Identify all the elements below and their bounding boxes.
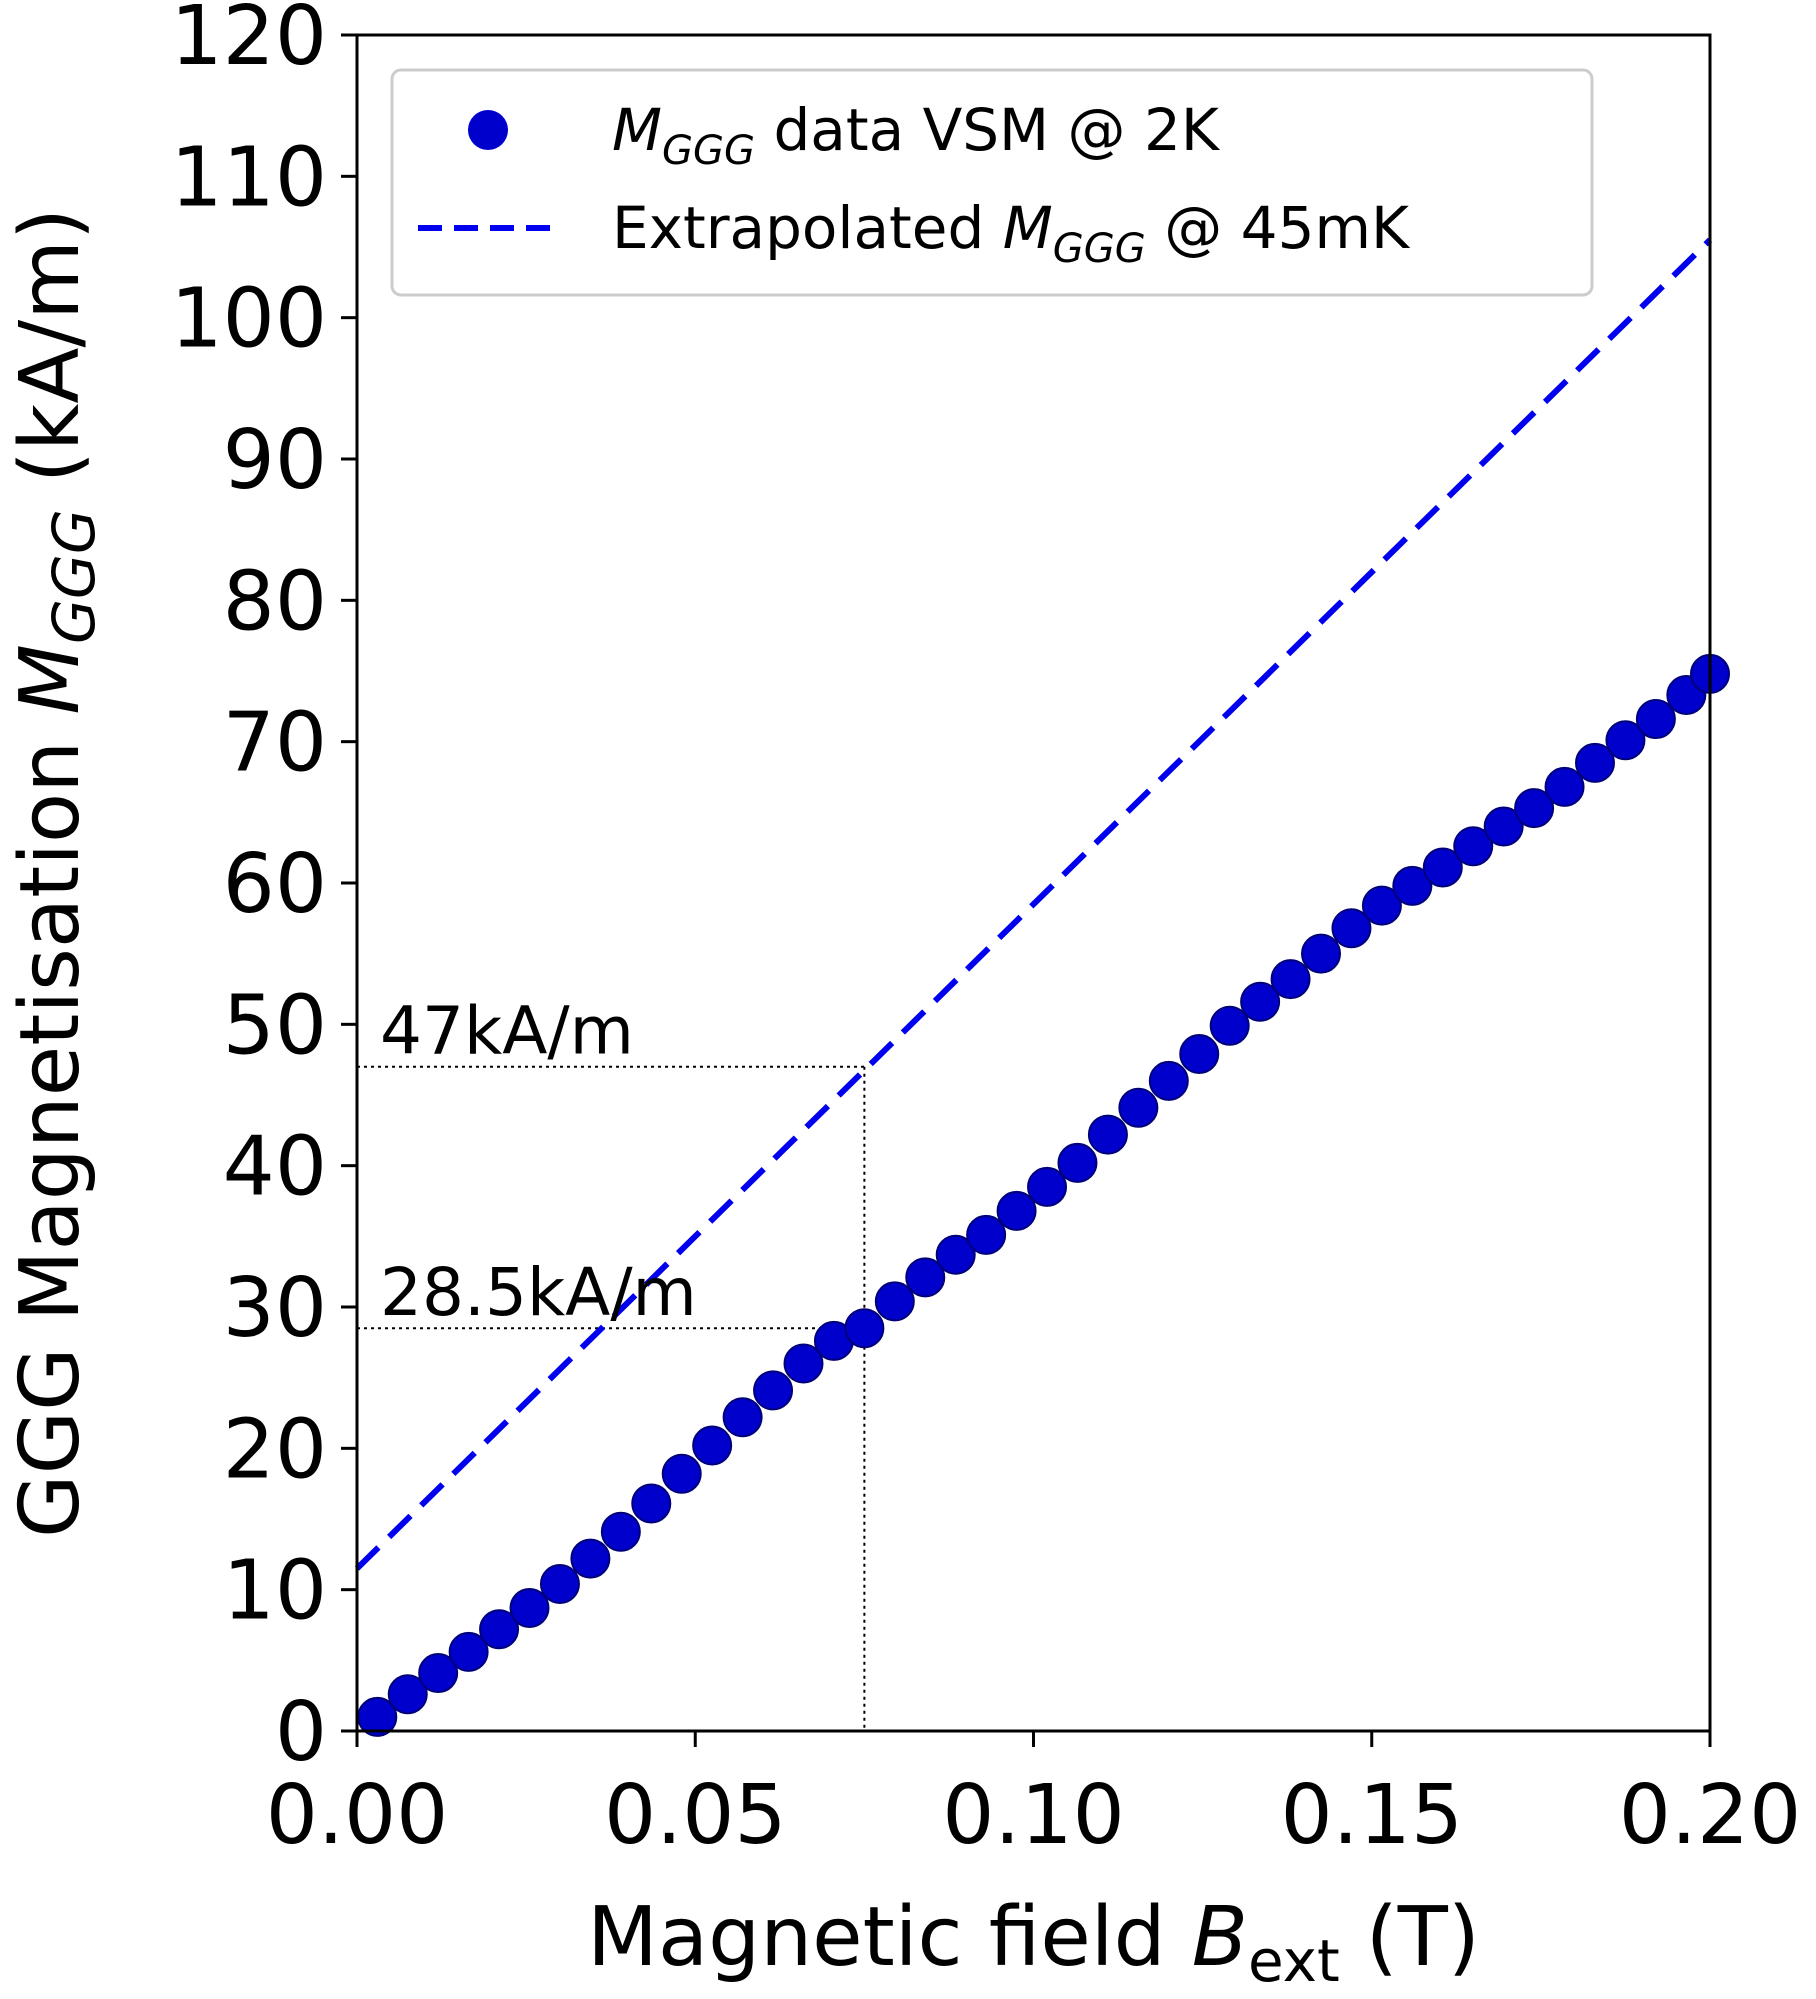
data-point [1544,766,1585,807]
data-point [1361,885,1402,926]
data-point [387,1674,428,1715]
data-point [1514,788,1555,829]
data-point [1270,959,1311,1000]
data-point [631,1483,672,1524]
data-point [1087,1114,1128,1155]
annotation-label: 47kA/m [380,993,634,1070]
legend: MGGG data VSM @ 2K Extrapolated MGGG @ 4… [390,68,1594,297]
data-point [509,1588,550,1629]
y-tick-label: 40 [223,1120,327,1215]
legend-label-extrapolated: Extrapolated MGGG @ 45mK [612,194,1411,272]
x-tick-label: 0.15 [1280,1768,1463,1863]
data-point [722,1397,763,1438]
y-tick-label: 110 [170,130,327,225]
data-point [1179,1034,1220,1075]
data-point [1331,908,1372,949]
data-series [357,653,1730,1737]
data-point [996,1190,1037,1231]
data-point [935,1234,976,1275]
legend-label-data: MGGG data VSM @ 2K [612,96,1221,174]
data-point [966,1214,1007,1255]
y-tick-label: 80 [223,554,327,649]
data-point [539,1564,580,1605]
legend-marker-data [468,110,508,150]
data-point [418,1653,459,1694]
y-tick-label: 100 [170,272,327,367]
data-point [692,1425,733,1466]
data-point [1422,847,1463,888]
x-tick-label: 0.05 [604,1768,787,1863]
y-tick-label: 10 [223,1544,327,1639]
y-tick-label: 30 [223,1261,327,1356]
data-point [1148,1060,1189,1101]
annotation-label: 28.5kA/m [380,1254,697,1331]
data-point [1209,1005,1250,1046]
data-point [1301,933,1342,974]
data-point [905,1257,946,1298]
data-point [844,1308,885,1349]
y-axis-ticks: 0 10 20 30 40 50 60 70 80 90 100 110 120 [170,0,357,1780]
data-point [1605,720,1646,761]
data-point [1118,1087,1159,1128]
data-point [1392,865,1433,906]
y-tick-label: 20 [223,1402,327,1497]
y-tick-label: 60 [223,837,327,932]
x-tick-label: 0.10 [942,1768,1125,1863]
y-tick-label: 50 [223,978,327,1073]
x-axis-title-subscript: ext [1248,1927,1340,1995]
data-point [1483,806,1524,847]
data-point [1057,1142,1098,1183]
data-point [1240,981,1281,1022]
data-point [1574,742,1615,783]
x-tick-label: 0.20 [1619,1768,1802,1863]
y-tick-label: 90 [223,413,327,508]
annotations: 47kA/m 28.5kA/m [380,993,697,1331]
guide-lines [357,1065,866,1731]
legend-box [390,68,1594,297]
x-axis-title: Magnetic field Bext (T) [587,1890,1480,1995]
data-point [570,1538,611,1579]
data-point [874,1281,915,1322]
data-point [753,1370,794,1411]
data-point [1635,699,1676,740]
x-axis-ticks: 0.00 0.05 0.10 0.15 0.20 [266,1731,1802,1863]
data-point [783,1343,824,1384]
data-point [479,1609,520,1650]
data-point [1453,826,1494,867]
data-point [448,1631,489,1672]
extrapolated-series [354,237,1713,1571]
extrapolated-line [354,237,1713,1571]
y-tick-label: 70 [223,696,327,791]
data-point [1027,1166,1068,1207]
data-point [600,1511,641,1552]
x-tick-label: 0.00 [266,1768,449,1863]
y-axis-title: GGG Magnetisation MGGG (kA/m) [3,208,108,1538]
y-axis-title-subscript: GGG [40,509,108,644]
plot-area [354,237,1730,1737]
y-tick-label: 120 [170,0,327,84]
data-point [661,1453,702,1494]
y-tick-label: 0 [275,1685,327,1780]
